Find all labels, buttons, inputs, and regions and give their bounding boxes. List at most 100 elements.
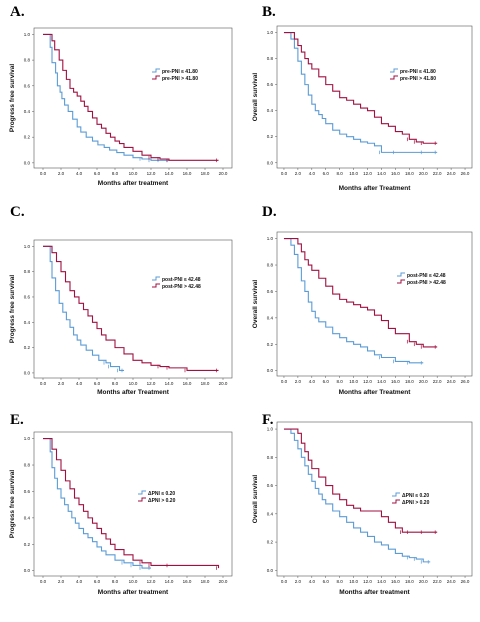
x-axis-label: Months after treatment xyxy=(98,180,169,187)
x-tick-label: 12.0 xyxy=(363,171,372,176)
y-axis-label: Overall survival xyxy=(252,73,259,122)
y-tick-label: 0.6 xyxy=(267,289,274,294)
legend-label: ΔPNI ≤ 0.20 xyxy=(148,491,175,497)
y-tick-label: 0.0 xyxy=(267,568,274,573)
panel-f: F. 0.0 0.2 0.4 0.6 0.8 1.0 0.0 2.0 4.0 6.0 8.0 10.0… xyxy=(240,410,480,622)
x-tick-label: 0.0 xyxy=(281,379,288,384)
x-tick-label: 10.0 xyxy=(349,579,358,584)
x-tick-label: 12.0 xyxy=(147,579,156,584)
y-tick-label: 0.2 xyxy=(24,345,31,350)
x-tick-label: 14.0 xyxy=(377,579,386,584)
x-tick-label: 8.0 xyxy=(337,579,344,584)
km-chart: 0.0 0.2 0.4 0.6 0.8 1.0 0.0 2.0 4.0 6.0 8.0 10.0 12.… xyxy=(252,421,473,596)
x-tick-label: 10.0 xyxy=(129,579,138,584)
x-tick-label: 16.0 xyxy=(391,171,400,176)
x-tick-label: 2.0 xyxy=(58,381,65,386)
y-tick-label: 0.4 xyxy=(24,515,31,520)
x-tick-label: 12.0 xyxy=(363,579,372,584)
legend-swatch xyxy=(390,68,398,73)
survival-curve-high xyxy=(283,31,438,144)
y-tick-label: 1.0 xyxy=(24,244,31,249)
x-tick-label: 22.0 xyxy=(433,579,442,584)
x-tick-label: 0.0 xyxy=(40,381,47,386)
legend-label: post-PNI > 42.48 xyxy=(162,284,201,290)
x-tick-label: 16.0 xyxy=(391,379,400,384)
x-tick-label: 16.0 xyxy=(183,381,192,386)
y-tick-label: 0.0 xyxy=(24,370,31,375)
x-tick-label: 26.0 xyxy=(461,171,470,176)
y-axis-label: Overall survival xyxy=(252,475,259,524)
x-tick-label: 24.0 xyxy=(447,379,456,384)
x-tick-label: 6.0 xyxy=(94,381,101,386)
legend-swatch xyxy=(152,68,160,73)
panel-letter: F. xyxy=(262,412,274,428)
x-tick-label: 8.0 xyxy=(337,379,344,384)
x-tick-label: 4.0 xyxy=(76,381,83,386)
x-axis-label: Months after treatment xyxy=(98,589,169,596)
x-tick-label: 2.0 xyxy=(58,579,65,584)
survival-curve-low xyxy=(283,31,438,153)
y-axis-label: Overall survival xyxy=(252,280,259,329)
y-tick-label: 0.8 xyxy=(267,56,274,61)
survival-curve-high xyxy=(283,238,438,348)
y-tick-label: 0.2 xyxy=(267,134,274,139)
x-tick-label: 6.0 xyxy=(323,171,330,176)
panel-letter: D. xyxy=(262,204,277,220)
plot-frame xyxy=(276,231,473,377)
survival-curve-high xyxy=(283,428,438,533)
x-tick-label: 10.0 xyxy=(349,171,358,176)
x-tick-label: 20.0 xyxy=(419,379,428,384)
legend-swatch xyxy=(152,283,160,288)
x-axis-label: Months after Treatment xyxy=(339,185,412,192)
legend-swatch xyxy=(397,272,405,277)
x-tick-label: 14.0 xyxy=(165,171,174,176)
survival-curve-high xyxy=(43,245,219,371)
y-tick-label: 1.0 xyxy=(24,436,31,441)
y-tick-label: 0.6 xyxy=(24,83,31,88)
survival-curve-high xyxy=(43,33,219,161)
y-tick-label: 0.0 xyxy=(24,160,31,165)
legend-swatch xyxy=(392,499,400,504)
plot-frame xyxy=(276,25,473,169)
x-tick-label: 20.0 xyxy=(219,381,228,386)
y-tick-label: 0.4 xyxy=(267,108,274,113)
legend-swatch xyxy=(152,276,160,281)
y-tick-label: 0.6 xyxy=(267,483,274,488)
x-tick-label: 0.0 xyxy=(281,171,288,176)
x-axis-label: Months after treatment xyxy=(339,589,410,596)
legend-label: pre-PNI > 41.80 xyxy=(162,76,198,82)
x-tick-label: 16.0 xyxy=(183,171,192,176)
legend-label: post-PNI > 42.48 xyxy=(407,280,446,286)
panel-letter: A. xyxy=(10,4,25,20)
y-tick-label: 1.0 xyxy=(267,427,274,432)
y-tick-label: 0.6 xyxy=(267,82,274,87)
x-tick-label: 14.0 xyxy=(377,171,386,176)
x-tick-label: 24.0 xyxy=(447,171,456,176)
x-axis-label: Months after Treatment xyxy=(339,389,412,396)
x-tick-label: 14.0 xyxy=(165,579,174,584)
x-tick-label: 6.0 xyxy=(94,579,101,584)
y-tick-label: 0.6 xyxy=(24,489,31,494)
x-tick-label: 8.0 xyxy=(112,381,119,386)
legend-label: ΔPNI > 0.20 xyxy=(402,500,430,506)
y-tick-label: 0.4 xyxy=(267,315,274,320)
y-tick-label: 0.0 xyxy=(267,160,274,165)
x-tick-label: 26.0 xyxy=(461,579,470,584)
panel-letter: E. xyxy=(10,412,24,428)
x-tick-label: 10.0 xyxy=(129,171,138,176)
y-tick-label: 0.0 xyxy=(24,568,31,573)
x-axis-label: Months after Treatment xyxy=(97,389,170,396)
legend-swatch xyxy=(138,490,146,495)
x-tick-label: 6.0 xyxy=(323,579,330,584)
x-tick-label: 20.0 xyxy=(419,171,428,176)
legend-swatch xyxy=(152,75,160,80)
x-tick-label: 8.0 xyxy=(112,579,119,584)
x-tick-label: 2.0 xyxy=(295,171,302,176)
legend-swatch xyxy=(138,497,146,502)
x-tick-label: 4.0 xyxy=(76,579,83,584)
x-tick-label: 2.0 xyxy=(295,379,302,384)
panel-letter: C. xyxy=(10,204,25,220)
y-tick-label: 1.0 xyxy=(24,32,31,37)
x-tick-label: 18.0 xyxy=(405,579,414,584)
x-tick-label: 20.0 xyxy=(219,171,228,176)
